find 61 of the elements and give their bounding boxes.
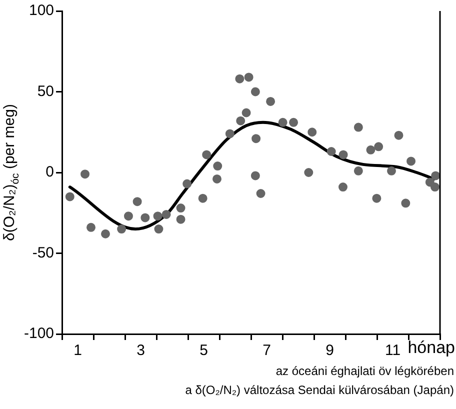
x-tick-label: 1 [74,342,82,360]
y-tick-label: 50 [37,82,54,100]
point [176,204,186,213]
x-tick-label: 7 [262,342,271,360]
text: az óceáni éghajlati öv légkörében [274,363,455,380]
point [366,145,376,154]
point [278,118,288,127]
point [132,197,142,206]
point [338,150,348,160]
y-axis-title: δ(O₂/N₂)óc (per meg) [1,104,22,241]
y-tick-label: -50 [32,244,54,262]
x-axis-title: hónap [408,338,455,358]
point [154,224,164,234]
point [308,128,317,137]
point [213,162,222,171]
point [304,168,314,177]
point [153,212,162,221]
point [140,213,150,222]
point [431,171,440,180]
point [372,194,382,203]
text: a δ(O₂/N₂) változása Sendai külvárosában (Japán) [184,382,455,399]
point [242,108,251,118]
x-tick-label: 3 [136,342,145,360]
point [406,156,416,166]
point [202,150,212,160]
point [250,171,260,180]
point [244,72,254,82]
point [176,214,186,224]
point [235,74,244,84]
point [212,174,222,184]
point [80,170,90,179]
point [100,229,110,238]
y-tick-label: -100 [24,325,54,342]
point [354,122,363,132]
y-tick-label: 100 [28,2,54,20]
x-tick-label: 9 [326,342,334,360]
point [430,182,440,192]
x-tick-label: 11 [384,342,401,360]
point [256,188,266,198]
point [65,192,74,202]
point [266,96,276,106]
point [289,118,298,127]
point [374,142,384,152]
point [182,179,192,188]
point [326,147,336,156]
x-tick-label: 5 [200,342,208,360]
point [354,166,363,176]
point [117,224,126,234]
point [386,166,396,176]
y-tick-label: 0 [46,164,54,181]
point [124,212,133,221]
point [198,194,208,203]
point [401,198,410,208]
point [162,210,171,219]
point [86,222,96,232]
point [252,134,261,144]
point [338,182,348,192]
point [250,87,260,96]
point [236,116,246,126]
point [394,130,404,140]
point [225,129,234,138]
